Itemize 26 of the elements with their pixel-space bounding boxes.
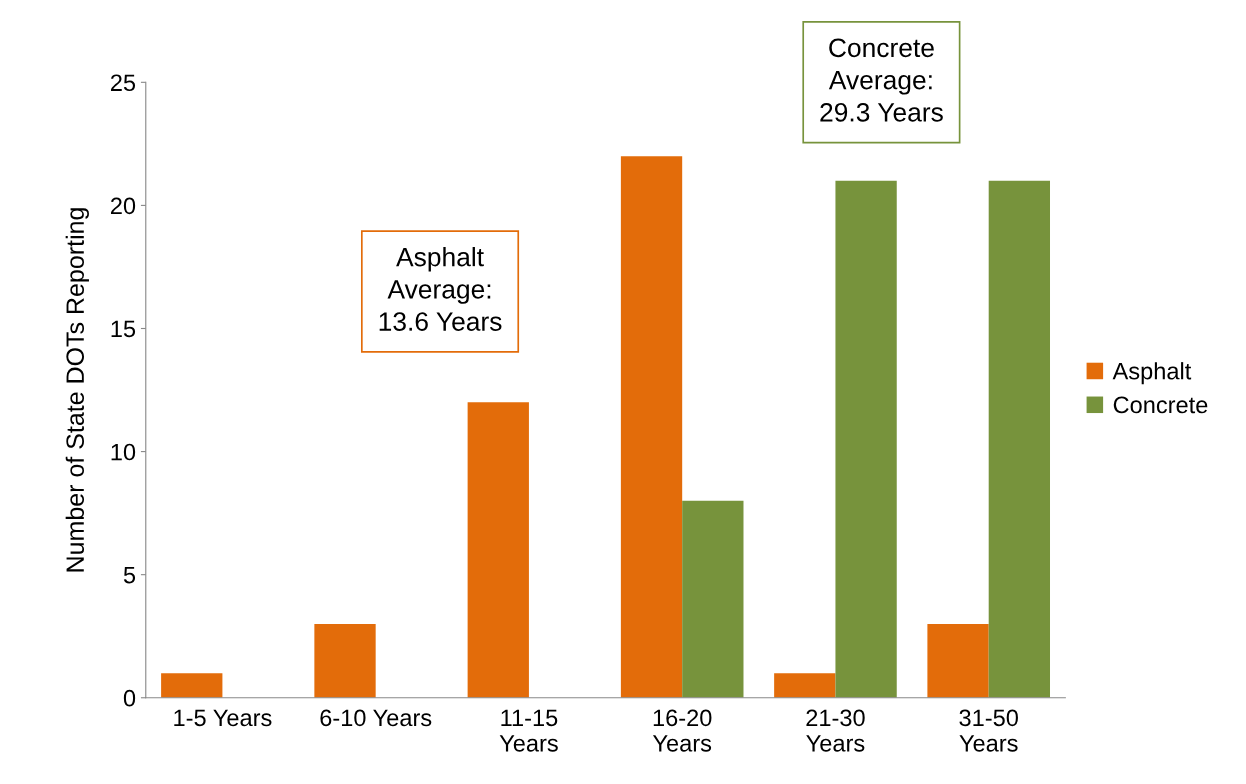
y-tick-label: 5	[123, 566, 136, 584]
y-tick-label: 15	[111, 320, 136, 338]
bar	[774, 673, 836, 698]
bar	[467, 402, 529, 698]
y-tick-label: 25	[110, 74, 136, 92]
legend-label: Concrete	[1113, 396, 1208, 414]
legend-label: Asphalt	[1112, 362, 1192, 385]
x-tick-label: 16-20 Years	[652, 709, 712, 752]
bar	[314, 623, 376, 698]
y-tick-label: 0	[123, 689, 136, 707]
annotation: Concrete Average: 29.3 Years	[820, 38, 943, 122]
x-tick-label: 6-10 Years	[320, 709, 432, 727]
y-axis-title: Number of State DOTs Reporting	[65, 208, 89, 572]
bar	[161, 673, 223, 698]
x-tick-label: 1-5 Years	[174, 709, 272, 727]
x-tick-label: 31-50 Years	[959, 709, 1018, 752]
bar	[682, 500, 744, 698]
bar	[835, 180, 897, 698]
bar	[988, 180, 1050, 698]
x-tick-label: 21-30 Years	[806, 709, 865, 752]
y-tick-label: 20	[110, 197, 136, 215]
bar	[927, 623, 989, 698]
annotation: Asphalt Average: 13.6 Years	[379, 247, 502, 331]
x-tick-label: 11-15 Years	[499, 709, 558, 752]
y-tick-label: 10	[111, 443, 136, 461]
bar	[620, 156, 683, 698]
